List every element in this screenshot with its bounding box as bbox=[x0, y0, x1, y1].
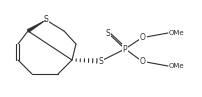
Text: S: S bbox=[98, 56, 103, 65]
Text: S: S bbox=[43, 16, 48, 25]
Text: OMe: OMe bbox=[168, 63, 184, 69]
Text: O: O bbox=[139, 32, 145, 42]
Text: P: P bbox=[122, 45, 127, 54]
Text: OMe: OMe bbox=[168, 30, 184, 36]
Polygon shape bbox=[27, 20, 46, 32]
Text: S: S bbox=[105, 29, 110, 38]
Text: O: O bbox=[139, 58, 145, 67]
